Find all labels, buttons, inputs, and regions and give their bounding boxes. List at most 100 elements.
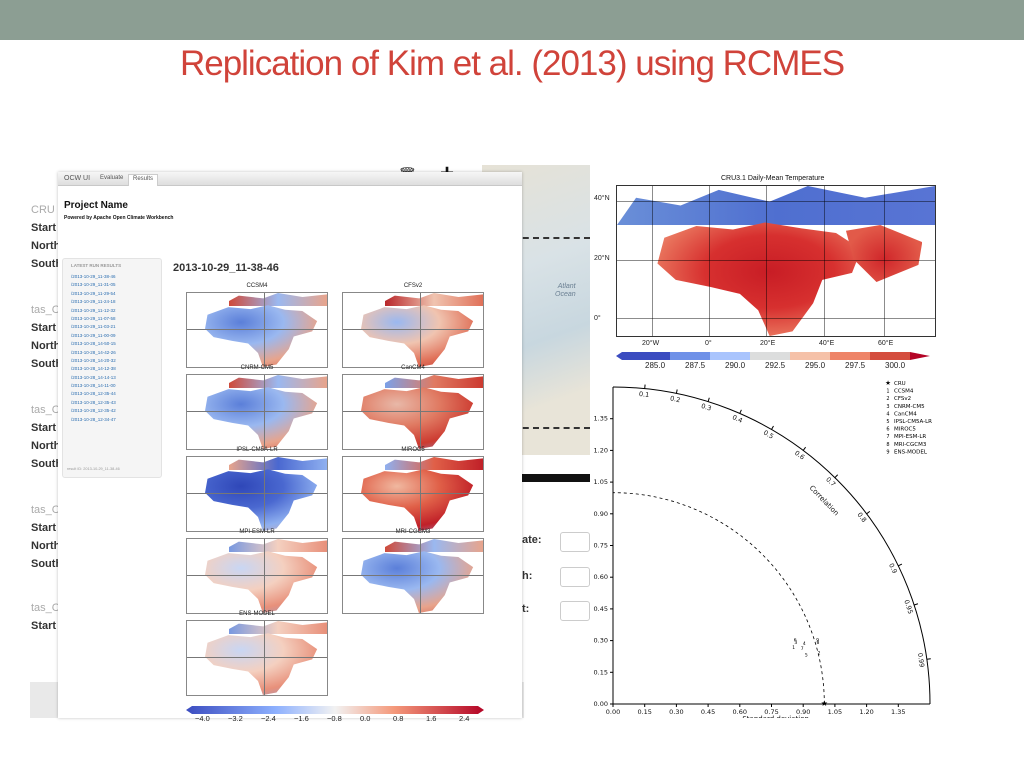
legend-marker: 2 <box>886 396 889 402</box>
map-lon-tick: 20°E <box>760 340 776 347</box>
x-axis-label: Standard deviation <box>742 715 809 718</box>
legend-entry: ENS-MODEL <box>894 449 928 455</box>
run-link[interactable]: /2013-10-28_12-35-43 <box>71 399 116 405</box>
map-lon-tick: 60°E <box>878 340 894 347</box>
model-panel-title: ENS-MODEL <box>239 611 275 617</box>
background-row-label: tas_C <box>31 504 60 516</box>
colorbar-tick: −2.4 <box>261 714 276 723</box>
background-row-row: North <box>31 540 61 552</box>
correlation-tick-label: 0.3 <box>700 402 712 413</box>
y-tick-label: 1.35 <box>594 415 608 423</box>
run-link[interactable]: /2013-10-29_11-00-09 <box>71 332 116 338</box>
correlation-tick <box>834 474 839 478</box>
background-row-row: North <box>31 440 61 452</box>
run-link[interactable]: /2013-10-29_11-31-05 <box>71 282 116 288</box>
run-link[interactable]: /2013-10-29_11-29-54 <box>71 290 116 296</box>
map-lon-tick: 40°E <box>819 340 835 347</box>
background-row-row: South <box>31 258 63 270</box>
run-link[interactable]: /2013-10-29_11-12-32 <box>71 307 116 313</box>
tab-evaluate[interactable]: Evaluate <box>100 175 124 181</box>
correlation-tick-label: 0.1 <box>639 390 650 399</box>
run-link[interactable]: /2013-10-28_14-50-15 <box>71 341 116 347</box>
legend-entry: CFSv2 <box>894 396 911 402</box>
x-tick-label: 1.35 <box>891 708 905 716</box>
legend-marker: 4 <box>886 411 889 417</box>
x-tick-label: 0.00 <box>606 708 620 716</box>
ocw-navbar: OCW UI Evaluate Results <box>58 172 522 186</box>
legend-entry: IPSL-CM5A-LR <box>894 419 932 425</box>
background-row-row: South <box>31 358 63 370</box>
background-row-row: Start <box>31 422 57 434</box>
project-name: Project Name <box>64 200 128 211</box>
run-link[interactable]: /2013-10-29_11-03-21 <box>71 324 116 330</box>
x-tick-label: 0.15 <box>637 708 651 716</box>
y-tick-label: 0.15 <box>594 668 608 676</box>
colorbar-tick: 1.6 <box>426 714 437 723</box>
data-point: 5 <box>805 652 808 658</box>
tab-results[interactable]: Results <box>128 174 159 186</box>
map-lat-tick: 20°N <box>594 255 610 262</box>
correlation-tick <box>771 425 774 430</box>
map-lat-tick: 40°N <box>594 195 610 202</box>
sidebar-header: LATEST RUN RESULTS <box>71 263 122 268</box>
y-tick-label: 1.05 <box>594 478 608 486</box>
correlation-tick-label: 0.2 <box>669 394 681 404</box>
form-input[interactable] <box>560 601 590 621</box>
run-link[interactable]: /2013-10-29_11-07-58 <box>71 315 116 321</box>
legend-entry: CNRM-CM5 <box>894 404 925 410</box>
legend-entry: CRU <box>894 381 906 387</box>
x-tick-label: 1.05 <box>828 708 842 716</box>
run-link[interactable]: /2013-10-28_12-34-47 <box>71 416 116 422</box>
cru-colorbar-tick: 287.5 <box>685 361 706 370</box>
correlation-tick <box>739 409 742 414</box>
background-row-row: Start <box>31 522 57 534</box>
legend-marker: 5 <box>886 419 889 425</box>
correlation-tick <box>866 510 871 515</box>
background-row-label: tas_C <box>31 304 60 316</box>
y-tick-label: 0.30 <box>594 637 608 645</box>
powered-by: Powered by Apache Open Climate Workbench <box>64 215 174 221</box>
correlation-tick <box>913 603 919 606</box>
run-link[interactable]: /2013-10-28_12-35-44 <box>71 391 116 397</box>
run-link[interactable]: /2013-10-29_11-24-18 <box>71 299 116 305</box>
correlation-tick-label: 0.99 <box>916 652 926 667</box>
data-point: 8 <box>817 640 820 646</box>
background-row-row: Start <box>31 620 57 632</box>
run-link[interactable]: /2013-10-28_14-12-38 <box>71 366 116 372</box>
data-point: 9 <box>816 638 819 644</box>
colorbar-tick: −3.2 <box>228 714 243 723</box>
run-link[interactable]: /2013-10-28_12-35-42 <box>71 408 116 414</box>
run-link[interactable]: /2013-10-28_14-20-32 <box>71 357 116 363</box>
cru-colorbar-tick: 300.0 <box>885 361 906 370</box>
background-row-label: tas_C <box>31 602 60 614</box>
background-row-row: South <box>31 458 63 470</box>
correlation-tick <box>802 446 807 451</box>
ocw-brand[interactable]: OCW UI <box>64 175 91 182</box>
background-row-label: CRU <box>31 204 55 216</box>
form-label: h: <box>522 570 533 582</box>
run-link[interactable]: /2013-10-28_14-14-13 <box>71 374 116 380</box>
colorbar-tick: −0.8 <box>327 714 342 723</box>
x-tick-label: 0.75 <box>764 708 778 716</box>
background-row-row: South <box>31 558 63 570</box>
cru-colorbar-tick: 297.5 <box>845 361 866 370</box>
model-panel-title: CFSv2 <box>403 283 423 289</box>
run-link[interactable]: /2013-10-28_14-11-00 <box>71 383 116 389</box>
correlation-tick <box>926 658 931 660</box>
correlation-tick <box>898 563 903 567</box>
background-row-row: Start <box>31 222 57 234</box>
model-panel-title: IPSL-CM5A-LR <box>236 447 278 453</box>
x-tick-label: 0.60 <box>733 708 747 716</box>
colorbar-tick: −4.0 <box>195 714 210 723</box>
cru-colorbar-tick: 285.0 <box>645 361 666 370</box>
y-tick-label: 1.20 <box>594 446 608 454</box>
form-input[interactable] <box>560 567 590 587</box>
model-bias-map <box>342 292 484 368</box>
run-link[interactable]: /2013-10-29_11-38-46 <box>71 274 116 279</box>
data-point: 7 <box>801 646 804 652</box>
form-input[interactable] <box>560 532 590 552</box>
model-bias-map <box>186 292 328 368</box>
x-tick-label: 0.90 <box>796 708 810 716</box>
run-link[interactable]: /2013-10-28_14-42-26 <box>71 349 116 355</box>
legend-marker: 7 <box>886 434 889 440</box>
